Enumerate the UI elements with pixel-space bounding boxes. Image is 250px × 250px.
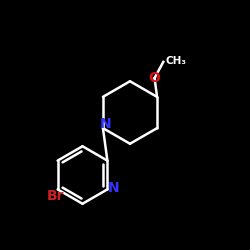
- Text: N: N: [108, 181, 120, 195]
- Text: CH₃: CH₃: [166, 56, 187, 66]
- Text: O: O: [149, 71, 160, 85]
- Text: Br: Br: [46, 189, 64, 202]
- Text: N: N: [100, 118, 111, 131]
